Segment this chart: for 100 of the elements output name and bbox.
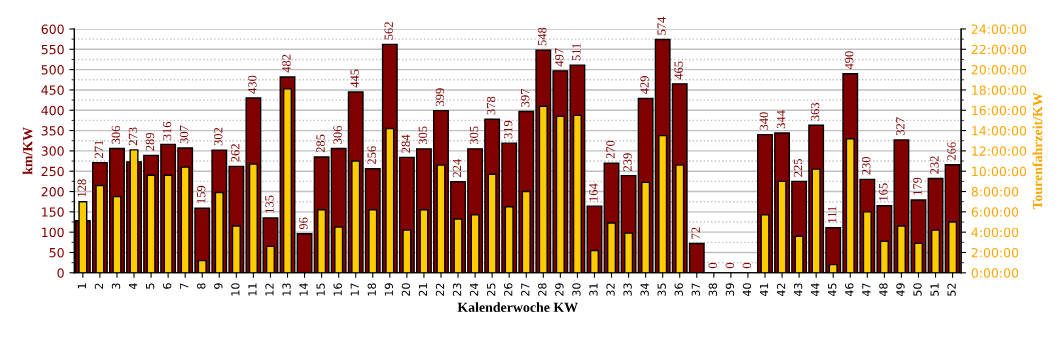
data-label: 270 bbox=[606, 140, 615, 159]
x-tick-label: 32 bbox=[606, 283, 615, 296]
data-label: 340 bbox=[759, 112, 769, 130]
data-label: 548 bbox=[538, 27, 547, 46]
data-label: 285 bbox=[316, 134, 325, 153]
data-label: 179 bbox=[913, 177, 922, 195]
y-tick-label: 350 bbox=[41, 126, 64, 136]
x-axis-title: Kalenderwoche KW bbox=[457, 302, 578, 313]
x-tick-label: 49 bbox=[896, 283, 905, 297]
data-label: 397 bbox=[520, 88, 530, 107]
data-label: 497 bbox=[555, 48, 564, 67]
data-label: 399 bbox=[435, 88, 445, 106]
y2-tick-label: 0:00:00 bbox=[971, 268, 1019, 278]
x-tick-label: 51 bbox=[930, 283, 939, 296]
data-label: 271 bbox=[94, 140, 103, 158]
data-label: 262 bbox=[231, 144, 240, 162]
x-tick-label: 20 bbox=[401, 283, 411, 296]
y-tick-label: 600 bbox=[41, 24, 64, 34]
y-tick-label: 0 bbox=[57, 268, 64, 278]
y-tick-label: 50 bbox=[49, 247, 64, 258]
x-tick-label: 29 bbox=[555, 283, 564, 296]
y2-tick-label: 14:00:00 bbox=[972, 126, 1027, 136]
x-tick-label: 9 bbox=[214, 283, 223, 289]
x-tick-label: 28 bbox=[538, 283, 547, 296]
y2-tick-label: 24:00:00 bbox=[971, 24, 1027, 34]
x-tick-label: 18 bbox=[367, 283, 376, 296]
y2-tick-label: 20:00:00 bbox=[971, 65, 1027, 75]
data-label: 284 bbox=[401, 134, 411, 153]
x-tick-label: 2 bbox=[94, 283, 103, 289]
data-label: 306 bbox=[333, 125, 342, 144]
data-label: 429 bbox=[640, 76, 649, 95]
y2-tick-label: 16:00:00 bbox=[972, 105, 1027, 116]
data-label: 230 bbox=[862, 156, 871, 175]
x-tick-label: 17 bbox=[350, 283, 359, 296]
x-tick-label: 40 bbox=[742, 283, 752, 297]
y2-tick-label: 4:00:00 bbox=[971, 227, 1019, 238]
y-tick-label: 300 bbox=[41, 146, 64, 156]
data-label: 490 bbox=[844, 51, 854, 70]
x-tick-label: 3 bbox=[111, 283, 121, 289]
y2-tick-label: 18:00:00 bbox=[972, 85, 1027, 95]
data-label: 239 bbox=[623, 153, 632, 171]
y2-tick-label: 10:00:00 bbox=[972, 166, 1027, 177]
y2-tick-label: 2:00:00 bbox=[971, 247, 1019, 258]
x-tick-label: 41 bbox=[759, 283, 769, 297]
y2-tick-label: 12:00:00 bbox=[972, 146, 1027, 156]
y2-tick-label: 22:00:00 bbox=[971, 44, 1027, 55]
data-label: 319 bbox=[503, 120, 513, 139]
x-tick-label: 33 bbox=[623, 283, 632, 296]
data-label: 562 bbox=[384, 22, 393, 40]
x-tick-label: 4 bbox=[128, 283, 138, 290]
x-tick-label: 15 bbox=[316, 283, 325, 296]
data-label: 273 bbox=[128, 127, 138, 146]
data-label: 302 bbox=[213, 127, 223, 146]
data-label: 225 bbox=[793, 158, 803, 177]
data-label: 344 bbox=[776, 110, 786, 129]
data-label: 306 bbox=[111, 125, 121, 144]
y2-axis-title: Tourenfahrzeit/KW bbox=[1032, 92, 1043, 210]
data-label: 305 bbox=[469, 126, 479, 145]
x-tick-label: 10 bbox=[231, 283, 240, 296]
data-label: 224 bbox=[452, 159, 462, 178]
x-tick-label: 34 bbox=[640, 283, 649, 296]
data-label: 159 bbox=[196, 185, 206, 203]
y-tick-label: 450 bbox=[41, 85, 64, 95]
data-label: 307 bbox=[179, 125, 189, 144]
x-tick-label: 44 bbox=[811, 283, 820, 297]
data-label: 164 bbox=[589, 183, 598, 201]
y-tick-label: 100 bbox=[42, 227, 64, 238]
data-label: 289 bbox=[145, 132, 155, 151]
x-tick-label: 7 bbox=[180, 283, 189, 289]
x-tick-label: 16 bbox=[333, 283, 342, 296]
data-label: 256 bbox=[367, 146, 376, 165]
x-tick-label: 12 bbox=[265, 283, 274, 296]
y-tick-label: 150 bbox=[42, 207, 64, 217]
data-label: 232 bbox=[930, 156, 939, 174]
data-label: 430 bbox=[248, 75, 257, 94]
x-tick-label: 1 bbox=[77, 283, 86, 289]
data-label: 445 bbox=[350, 69, 359, 88]
data-label: 96 bbox=[299, 217, 308, 230]
x-tick-label: 52 bbox=[947, 283, 956, 296]
data-label: 316 bbox=[162, 121, 172, 140]
y-tick-label: 200 bbox=[41, 187, 64, 197]
x-tick-label: 37 bbox=[691, 283, 701, 296]
x-tick-label: 42 bbox=[776, 283, 786, 297]
data-label: 0 bbox=[708, 262, 717, 269]
data-label: 135 bbox=[265, 195, 274, 213]
x-tick-label: 8 bbox=[197, 283, 206, 289]
data-label: 72 bbox=[691, 227, 700, 239]
y-axis-title: km/KW bbox=[22, 127, 33, 175]
data-label: 363 bbox=[810, 102, 820, 121]
x-tick-label: 24 bbox=[469, 283, 479, 296]
data-label: 465 bbox=[674, 61, 683, 80]
x-tick-label: 43 bbox=[793, 283, 803, 297]
data-label: 305 bbox=[418, 126, 428, 145]
x-tick-label: 26 bbox=[504, 283, 513, 296]
x-tick-label: 36 bbox=[674, 283, 683, 296]
y2-tick-label: 6:00:00 bbox=[971, 207, 1019, 217]
x-tick-label: 11 bbox=[248, 283, 257, 296]
data-label: 128 bbox=[77, 179, 86, 197]
y-tick-label: 500 bbox=[41, 65, 64, 75]
y-tick-label: 400 bbox=[41, 105, 64, 116]
